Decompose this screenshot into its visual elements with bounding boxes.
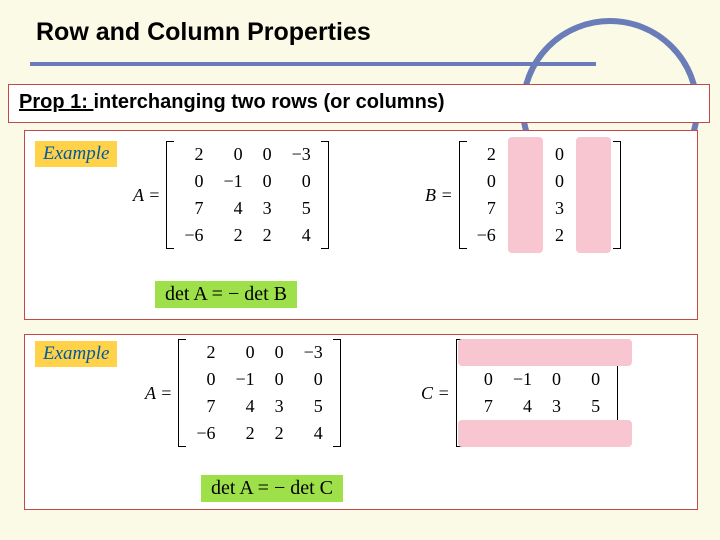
matrix-cell: 2 <box>253 222 282 249</box>
matrix-cell: −3 <box>294 339 333 366</box>
matrix-A-table: 200−30−1007435−6224 <box>174 141 320 249</box>
matrix-cell: 0 <box>186 366 225 393</box>
matrix-A-lhs: A = <box>145 383 172 404</box>
matrix-cell: 4 <box>503 393 542 420</box>
matrix-cell: 0 <box>545 168 574 195</box>
determinant-relation-AC: det A = − det C <box>201 475 343 502</box>
column-highlight <box>508 137 543 253</box>
matrix-cell: 0 <box>253 141 282 168</box>
matrix-cell: −1 <box>503 366 542 393</box>
matrix-cell: 0 <box>265 339 294 366</box>
matrix-cell: 2 <box>545 222 574 249</box>
matrix-cell: 0 <box>253 168 282 195</box>
matrix-C-lhs: C = <box>421 383 450 404</box>
example-panel-2: Example A = 200−30−1007435−6224 C = −622… <box>24 334 698 510</box>
matrix-cell: 5 <box>571 393 610 420</box>
matrix-cell: 4 <box>213 195 252 222</box>
matrix-A2-table: 200−30−1007435−6224 <box>186 339 332 447</box>
determinant-relation-AB: det A = − det B <box>155 281 297 308</box>
matrix-cell: 2 <box>265 420 294 447</box>
matrix-C: C = −62240−1007435200−3 <box>421 339 618 447</box>
matrix-cell: 2 <box>213 222 252 249</box>
matrix-cell: 0 <box>294 366 333 393</box>
example-label: Example <box>35 341 117 367</box>
proposition-text: Prop 1: interchanging two rows (or colum… <box>19 91 445 113</box>
matrix-cell: 7 <box>467 195 506 222</box>
bracket-left <box>459 141 467 249</box>
row-highlight <box>458 339 632 366</box>
matrix-cell: 0 <box>174 168 213 195</box>
proposition-box: Prop 1: interchanging two rows (or colum… <box>8 84 710 123</box>
bracket-left <box>166 141 174 249</box>
matrix-cell: 4 <box>294 420 333 447</box>
matrix-A-lhs: A = <box>133 185 160 206</box>
bracket-right <box>333 339 341 447</box>
matrix-cell: 4 <box>225 393 264 420</box>
matrix-cell: 5 <box>282 195 321 222</box>
matrix-cell: 3 <box>253 195 282 222</box>
matrix-cell: −1 <box>213 168 252 195</box>
row-highlight <box>458 420 632 447</box>
matrix-cell: 2 <box>186 339 225 366</box>
matrix-cell: −3 <box>282 141 321 168</box>
bracket-right <box>613 141 621 249</box>
matrix-cell: 0 <box>545 141 574 168</box>
matrix-cell: −6 <box>174 222 213 249</box>
column-highlight <box>576 137 611 253</box>
matrix-cell: 0 <box>467 168 506 195</box>
matrix-cell: 0 <box>571 366 610 393</box>
page-title: Row and Column Properties <box>36 18 381 47</box>
matrix-cell: 0 <box>225 339 264 366</box>
matrix-cell: 0 <box>542 366 571 393</box>
example-panel-1: Example A = 200−30−1007435−6224 B = 2−30… <box>24 130 698 320</box>
matrix-B-lhs: B = <box>425 185 453 206</box>
matrix-cell: 2 <box>225 420 264 447</box>
matrix-cell: 7 <box>174 195 213 222</box>
matrix-A: A = 200−30−1007435−6224 <box>133 141 329 249</box>
matrix-cell: −6 <box>186 420 225 447</box>
matrix-cell: 4 <box>282 222 321 249</box>
matrix-cell: 3 <box>265 393 294 420</box>
matrix-cell: 0 <box>282 168 321 195</box>
matrix-cell: 3 <box>545 195 574 222</box>
matrix-cell: 0 <box>213 141 252 168</box>
matrix-cell: 2 <box>467 141 506 168</box>
bracket-left <box>178 339 186 447</box>
matrix-cell: 0 <box>464 366 503 393</box>
matrix-cell: 2 <box>174 141 213 168</box>
matrix-B: B = 2−300000−17534−6422 <box>425 141 621 249</box>
matrix-cell: −6 <box>467 222 506 249</box>
bracket-right <box>321 141 329 249</box>
matrix-cell: 3 <box>542 393 571 420</box>
matrix-cell: −1 <box>225 366 264 393</box>
matrix-cell: 0 <box>265 366 294 393</box>
title-underline <box>30 62 596 66</box>
example-label: Example <box>35 141 117 167</box>
matrix-A2: A = 200−30−1007435−6224 <box>145 339 341 447</box>
matrix-cell: 7 <box>464 393 503 420</box>
matrix-cell: 7 <box>186 393 225 420</box>
matrix-cell: 5 <box>294 393 333 420</box>
